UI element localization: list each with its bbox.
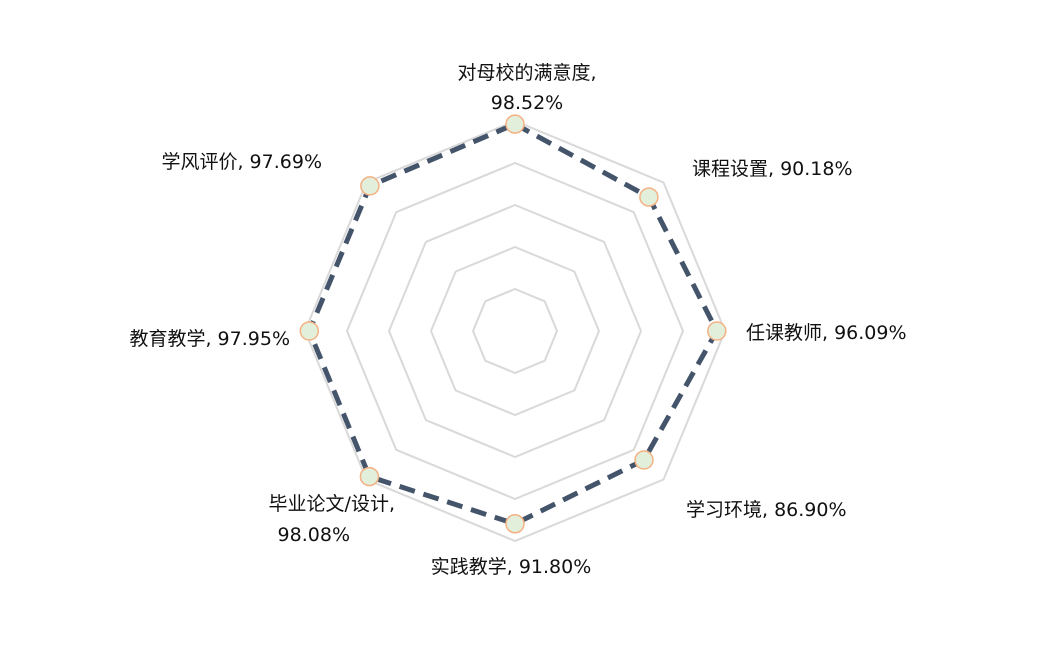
- axis-label: 实践教学, 91.80%: [431, 556, 592, 578]
- axis-label: 学习环境, 86.90%: [686, 499, 847, 521]
- grid-ring: [429, 245, 601, 417]
- data-point-marker: [707, 321, 727, 341]
- data-point-marker: [505, 514, 525, 534]
- data-point-marker: [505, 114, 525, 134]
- axis-label: 课程设置, 90.18%: [692, 158, 853, 180]
- grid-ring: [471, 287, 559, 375]
- axis-label: 对母校的满意度, 98.52%: [457, 62, 596, 114]
- axis-label-value: 98.52%: [491, 92, 563, 114]
- grid-ring: [303, 119, 727, 543]
- series-line: [306, 121, 720, 527]
- data-point-marker: [360, 176, 380, 196]
- axis-label: 毕业论文/设计, 98.08%: [269, 493, 395, 546]
- data-point-marker: [639, 187, 659, 207]
- axis-label-line: 学习环境, 86.90%: [686, 499, 847, 521]
- axis-label-line: 课程设置, 90.18%: [692, 158, 853, 180]
- marker-layer: [299, 114, 727, 534]
- axis-label-line: 教育教学, 97.95%: [129, 328, 290, 350]
- label-layer: 对母校的满意度, 98.52% 课程设置, 90.18% 任课教师, 96.09% 学习…: [129, 62, 906, 578]
- axis-label-line: 对母校的满意度,: [457, 62, 596, 84]
- axis-label-line: 任课教师, 96.09%: [746, 322, 907, 344]
- axis-label-line: 学风评价, 97.69%: [161, 151, 322, 173]
- axis-label: 学风评价, 97.69%: [161, 151, 322, 173]
- series-layer: [306, 121, 720, 527]
- axis-label: 任课教师, 96.09%: [746, 322, 907, 344]
- data-point-marker: [299, 321, 320, 341]
- axis-label: 教育教学, 97.95%: [129, 328, 290, 350]
- axis-label-line: 实践教学, 91.80%: [431, 556, 592, 578]
- data-point-marker: [634, 450, 654, 470]
- grid-ring: [345, 161, 685, 501]
- grid-ring: [387, 203, 643, 459]
- grid-layer: [303, 119, 727, 543]
- axis-label-line: 毕业论文/设计,: [269, 493, 395, 515]
- axis-label-value: 98.08%: [278, 524, 350, 546]
- data-point-marker: [359, 466, 380, 487]
